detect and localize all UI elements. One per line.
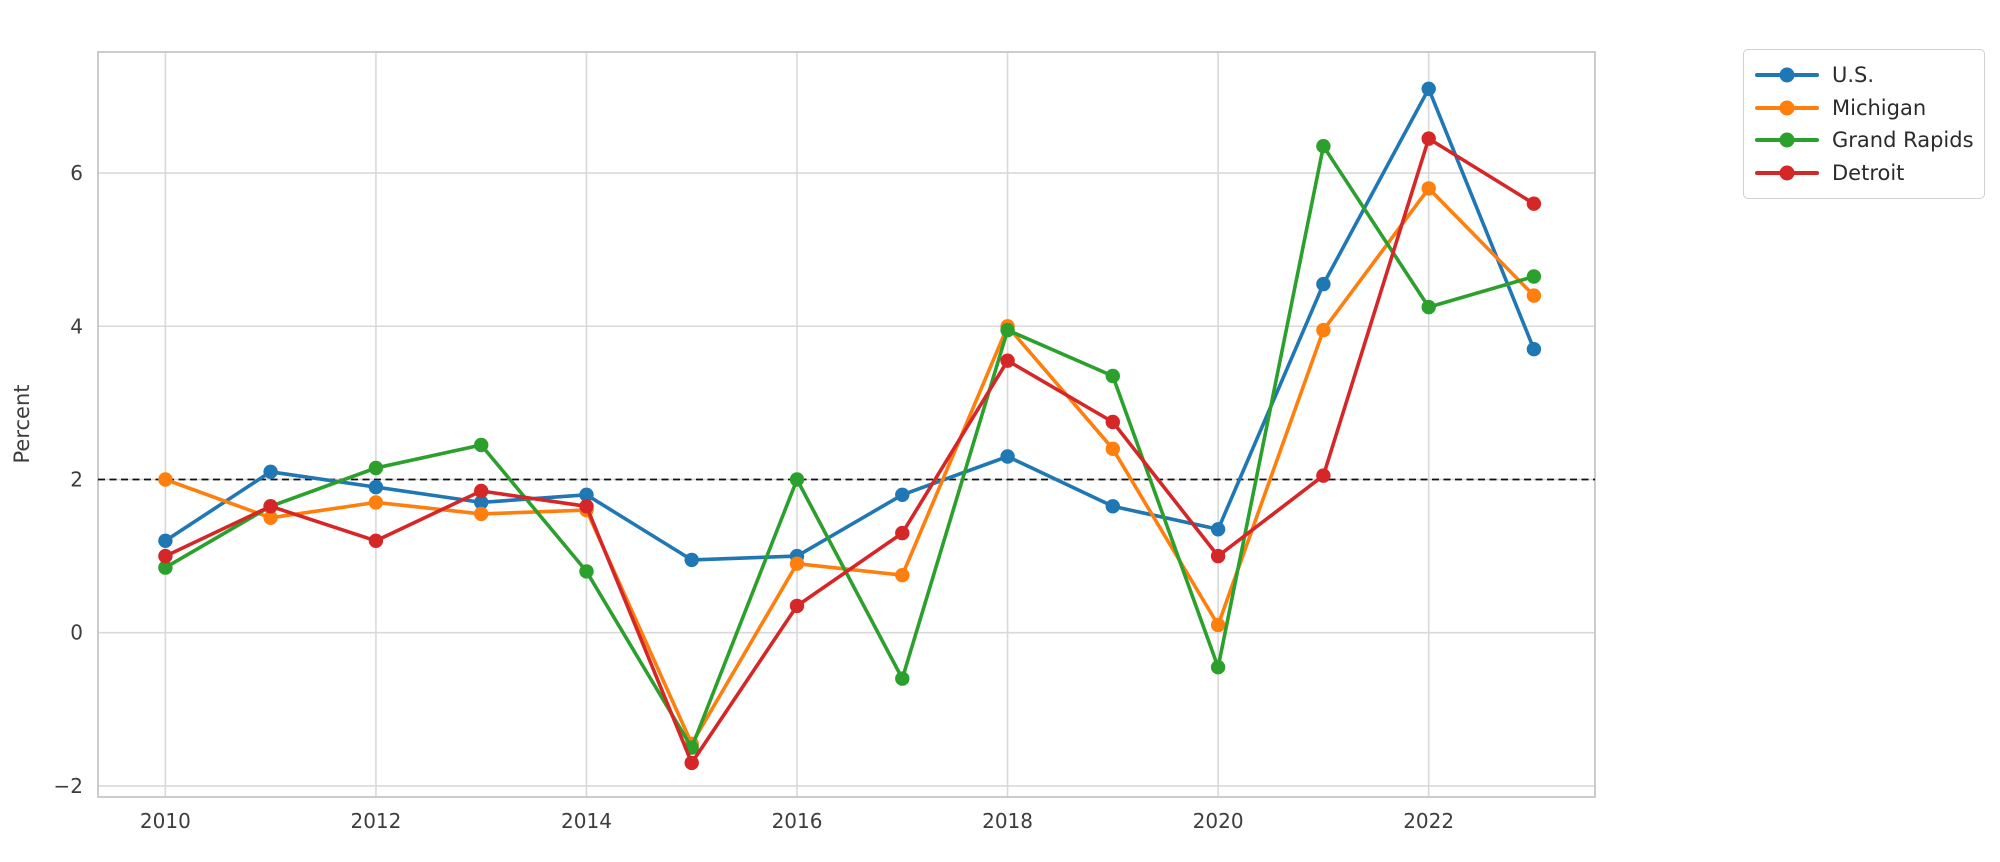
data-point-michigan-2021 (1316, 322, 1331, 338)
data-point-grand-rapids-2019 (1105, 368, 1121, 384)
data-point-detroit-2018 (1000, 353, 1015, 368)
y-axis-label: Percent (10, 384, 34, 464)
data-point-grand-rapids-2010 (158, 560, 173, 575)
series-line-u-s (163, 87, 1536, 562)
data-point-u-s-2019 (1105, 499, 1121, 514)
data-point-u-s-2011 (263, 464, 278, 479)
legend-dot (1779, 67, 1795, 83)
legend-marker-grand-rapids-icon (1755, 132, 1819, 148)
data-point-detroit-2011 (263, 499, 278, 514)
x-tick-label-2018: 2018 (982, 809, 1033, 833)
data-point-detroit-2012 (368, 533, 384, 548)
x-tick-label-2012: 2012 (350, 809, 401, 833)
legend-item-detroit: Detroit (1744, 157, 1984, 190)
y-tick-label-6: 6 (70, 161, 83, 185)
x-tick-label-2010: 2010 (140, 809, 191, 833)
legend-dot (1779, 100, 1795, 116)
data-point-grand-rapids-2020 (1210, 660, 1226, 675)
data-point-grand-rapids-2022 (1421, 299, 1436, 315)
data-point-detroit-2014 (579, 499, 594, 514)
y-tick-label-4: 4 (70, 314, 83, 338)
y-tick-label-0: 0 (70, 621, 83, 645)
x-tick-label-2016: 2016 (772, 809, 823, 833)
legend-item-grand-rapids: Grand Rapids (1744, 124, 1984, 157)
data-point-detroit-2021 (1316, 468, 1331, 483)
data-point-michigan-2019 (1105, 441, 1121, 456)
legend-dot (1779, 165, 1795, 181)
data-point-detroit-2015 (684, 755, 699, 771)
data-point-detroit-2010 (158, 548, 173, 564)
data-point-u-s-2022 (1421, 81, 1436, 97)
data-point-u-s-2014 (579, 487, 594, 502)
data-point-michigan-2011 (263, 510, 278, 525)
legend-label: Michigan (1832, 95, 1927, 120)
data-point-grand-rapids-2013 (474, 437, 489, 453)
plot-frame (97, 51, 1596, 798)
x-tick-label-2014: 2014 (561, 809, 612, 833)
data-point-michigan-2022 (1421, 181, 1436, 196)
data-point-u-s-2012 (368, 479, 384, 495)
series-line-detroit (163, 136, 1536, 765)
legend-dot (1779, 132, 1795, 148)
data-point-michigan-2010 (158, 472, 173, 487)
data-point-u-s-2013 (474, 495, 489, 510)
data-point-michigan-2017 (895, 568, 910, 583)
data-point-michigan-2012 (368, 495, 384, 510)
data-point-grand-rapids-2023 (1526, 269, 1542, 284)
data-point-u-s-2017 (895, 487, 910, 502)
x-tick-label-2022: 2022 (1403, 809, 1454, 833)
y-tick-label--2: −2 (54, 774, 83, 798)
data-point-grand-rapids-2014 (579, 564, 594, 579)
x-tick-label-2020: 2020 (1193, 809, 1244, 833)
data-point-detroit-2016 (789, 598, 805, 614)
legend-label: Detroit (1832, 160, 1905, 185)
legend-item-u-s: U.S. (1744, 59, 1984, 92)
data-point-u-s-2010 (158, 533, 173, 548)
legend-marker-michigan-icon (1755, 100, 1819, 116)
data-point-grand-rapids-2021 (1316, 139, 1331, 154)
data-point-detroit-2019 (1105, 414, 1121, 430)
data-point-detroit-2020 (1210, 548, 1226, 564)
data-point-grand-rapids-2018 (1000, 322, 1015, 338)
legend-marker-u-s-icon (1755, 67, 1819, 83)
data-point-grand-rapids-2017 (895, 671, 910, 686)
series-line-grand-rapids (163, 144, 1536, 750)
legend-marker-detroit-icon (1755, 165, 1819, 181)
data-point-u-s-2023 (1526, 342, 1542, 357)
legend-label: Grand Rapids (1832, 128, 1974, 153)
data-point-u-s-2021 (1316, 276, 1331, 292)
data-point-grand-rapids-2016 (789, 472, 805, 487)
data-point-detroit-2023 (1526, 196, 1542, 211)
data-point-michigan-2020 (1210, 617, 1226, 633)
legend-label: U.S. (1832, 63, 1875, 88)
data-point-grand-rapids-2012 (368, 460, 384, 476)
data-point-u-s-2015 (684, 552, 699, 568)
data-point-detroit-2017 (895, 525, 910, 541)
data-point-detroit-2013 (474, 483, 489, 499)
y-tick-label-2: 2 (70, 467, 83, 491)
data-point-detroit-2022 (1421, 131, 1436, 146)
data-point-u-s-2020 (1210, 522, 1226, 537)
data-point-u-s-2018 (1000, 449, 1015, 464)
data-point-michigan-2023 (1526, 288, 1542, 303)
legend-item-michigan: Michigan (1744, 92, 1984, 125)
data-point-michigan-2016 (789, 556, 805, 571)
legend: U.S. Michigan Grand Rapids Detroit (1743, 49, 1985, 199)
data-point-michigan-2013 (474, 506, 489, 522)
